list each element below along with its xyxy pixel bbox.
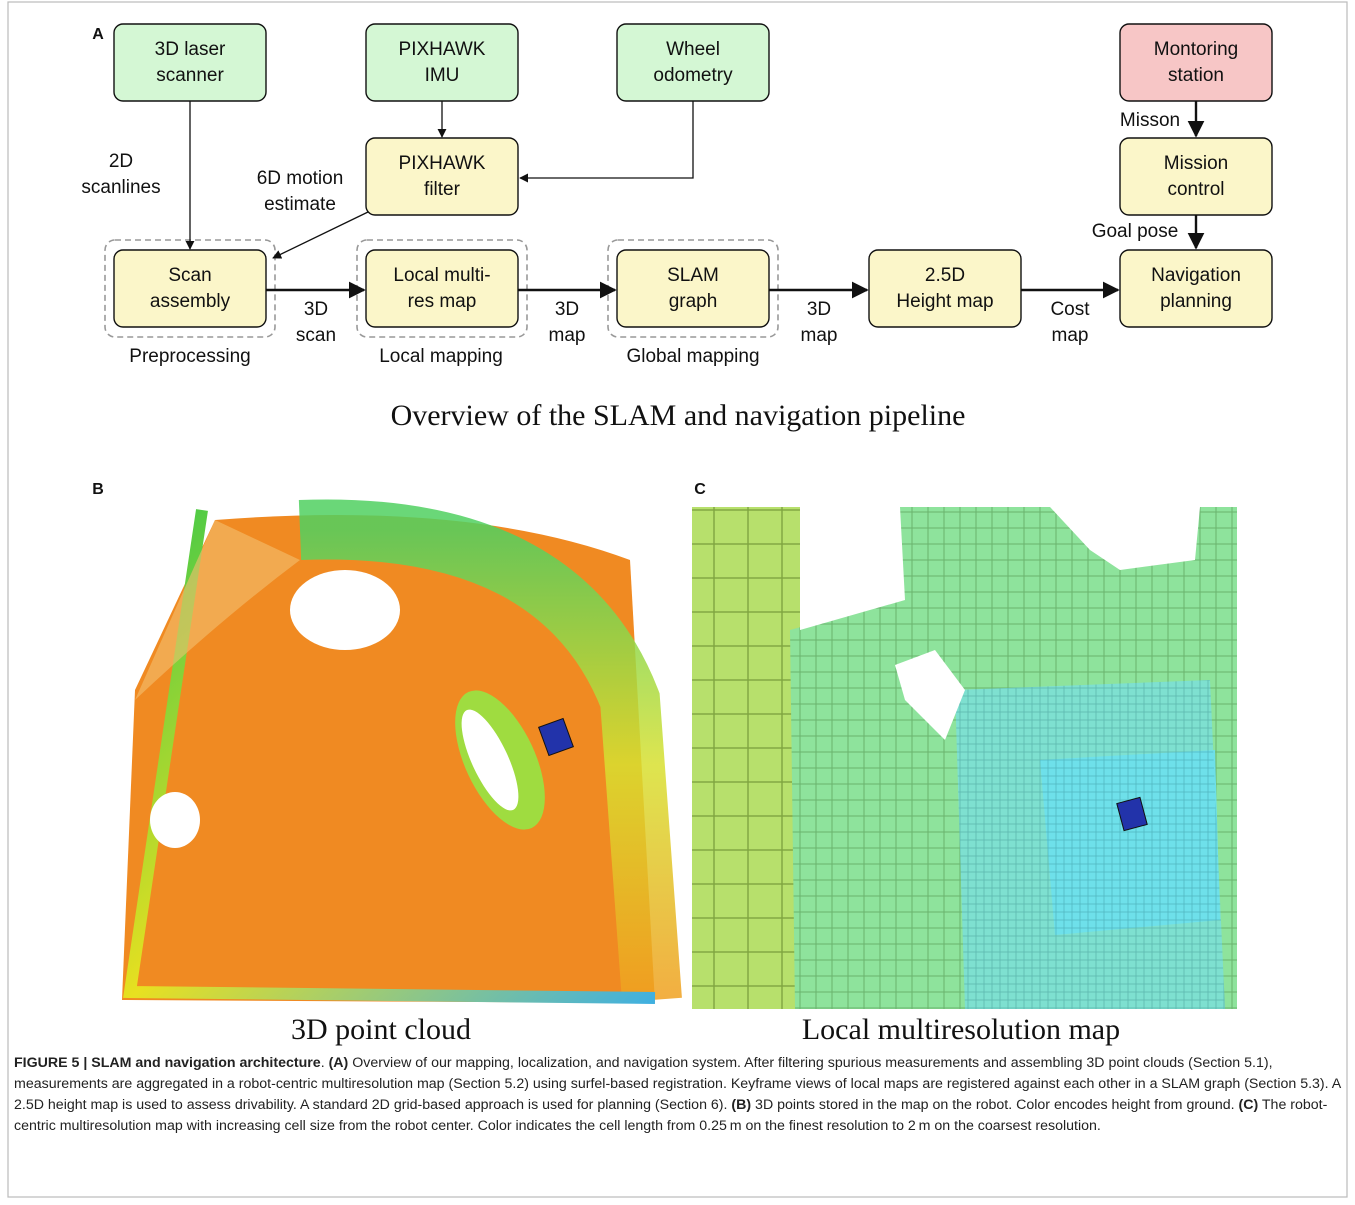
node-label-line: 3D laser <box>155 39 226 60</box>
group-label: Preprocessing <box>129 346 250 367</box>
caption-segment: . <box>321 1055 329 1071</box>
node-label-line: Scan <box>168 265 211 286</box>
edge-label-line: Misson <box>1120 110 1180 131</box>
caption-segment: (B) <box>731 1097 751 1113</box>
node-box <box>114 24 266 101</box>
node-box <box>366 250 518 327</box>
edge-label-line: 3D <box>807 299 831 320</box>
node-label-line: Montoring <box>1154 39 1239 60</box>
figure: A B C 3D laser scanner PIXHAWK IMU Wheel odometr… <box>0 0 1355 1205</box>
caption-segment: (A) <box>329 1055 349 1071</box>
edge-label: 3D map <box>801 299 838 346</box>
edge-label-line: scanlines <box>81 177 160 198</box>
edge-label: 3D map <box>549 299 586 346</box>
caption-segment: (C) <box>1239 1097 1259 1113</box>
node-label-line: station <box>1168 65 1224 86</box>
edge-label-line: map <box>801 325 838 346</box>
figure-caption: FIGURE 5 | SLAM and navigation architect… <box>14 1053 1344 1137</box>
edge-label-line: Cost <box>1050 299 1090 320</box>
image-caption: 3D point cloud <box>291 1013 471 1046</box>
node-label-line: Local multi- <box>393 265 490 286</box>
diagram-title: Overview of the SLAM and navigation pipe… <box>391 399 966 432</box>
figure-canvas: A B C 3D laser scanner PIXHAWK IMU Wheel odometr… <box>0 0 1355 1205</box>
node-label-line: control <box>1167 179 1224 200</box>
panel-label: A <box>92 26 104 43</box>
node-label-line: Height map <box>896 291 993 312</box>
group-label: Global mapping <box>626 346 759 367</box>
node-label-line: SLAM <box>667 265 719 286</box>
panel-label: C <box>694 481 706 498</box>
node-label-line: IMU <box>425 65 460 86</box>
node-label-line: res map <box>408 291 477 312</box>
edge-label: Misson <box>1120 110 1180 131</box>
edge <box>520 100 693 178</box>
edge-label-line: 6D motion <box>257 168 344 189</box>
edge-label-line: 3D <box>555 299 579 320</box>
cloud-hole <box>150 792 200 848</box>
panel-label: B <box>92 481 104 498</box>
node-box <box>617 250 769 327</box>
node-box <box>366 24 518 101</box>
node-label-line: PIXHAWK <box>399 39 486 60</box>
edge-label: 2D scanlines <box>81 151 160 198</box>
edge-label-line: scan <box>296 325 336 346</box>
node-label-line: planning <box>1160 291 1232 312</box>
caption-segment: FIGURE 5 | SLAM and navigation architect… <box>14 1055 321 1071</box>
node-label-line: graph <box>669 291 718 312</box>
voxel-grid-fine <box>955 680 1225 1009</box>
node-box <box>366 138 518 215</box>
edge-label: 6D motion estimate <box>257 168 344 215</box>
node-label-line: scanner <box>156 65 224 86</box>
node-label-line: odometry <box>653 65 733 86</box>
node-box <box>114 250 266 327</box>
node-label-line: Mission <box>1164 153 1228 174</box>
node-label-line: assembly <box>150 291 231 312</box>
node-box <box>1120 138 1272 215</box>
node-box <box>617 24 769 101</box>
edge-label-line: 3D <box>304 299 328 320</box>
edge-label: 3D scan <box>296 299 336 346</box>
edge-label-line: map <box>549 325 586 346</box>
cloud-hole <box>290 570 400 650</box>
edge-label-line: 2D <box>109 151 133 172</box>
point-cloud-image <box>115 507 662 1009</box>
node-label-line: filter <box>424 179 461 200</box>
voxel-map-image <box>692 507 1237 1009</box>
edge-label: Cost map <box>1050 299 1090 346</box>
node-label-line: Wheel <box>666 39 720 60</box>
node-label-line: PIXHAWK <box>399 153 486 174</box>
node-box <box>869 250 1021 327</box>
group-label: Local mapping <box>379 346 503 367</box>
edge-label-line: map <box>1052 325 1089 346</box>
edge-label-line: Goal pose <box>1092 221 1179 242</box>
image-caption: Local multiresolution map <box>802 1013 1120 1046</box>
edge-label: Goal pose <box>1092 221 1179 242</box>
edge <box>273 212 368 258</box>
node-box <box>1120 24 1272 101</box>
node-label-line: Navigation <box>1151 265 1241 286</box>
node-label-line: 2.5D <box>925 265 965 286</box>
caption-segment: 3D points stored in the map on the robot… <box>751 1097 1238 1113</box>
edge-label-line: estimate <box>264 194 336 215</box>
node-box <box>1120 250 1272 327</box>
